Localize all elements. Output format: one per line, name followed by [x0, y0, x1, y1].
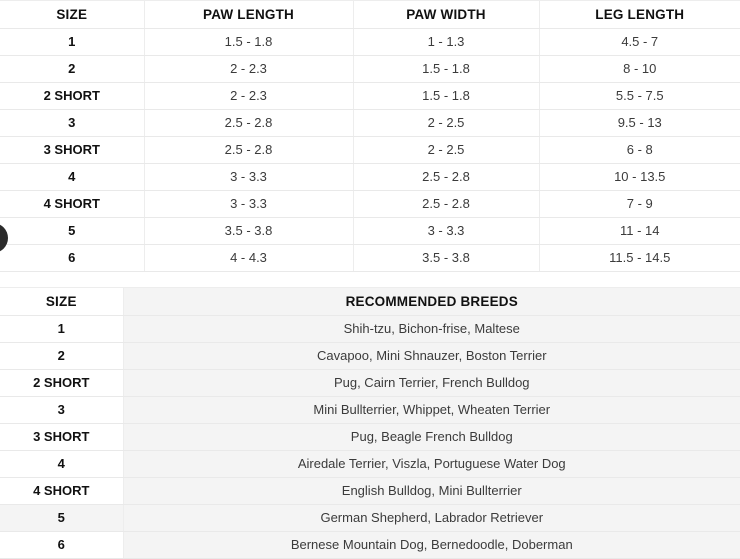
cell-paw-length: 4 - 4.3 — [144, 244, 354, 272]
cell-leg-length: 11 - 14 — [539, 217, 740, 245]
cell-size: 2 — [0, 55, 145, 83]
cell-leg-length: 7 - 9 — [539, 190, 740, 218]
cell-paw-length: 2.5 - 2.8 — [144, 136, 354, 164]
cell-size: 1 — [0, 28, 145, 56]
table-row: 2 SHORT Pug, Cairn Terrier, French Bulldo… — [0, 369, 740, 397]
cell-recommended-breeds: Shih-tzu, Bichon-frise, Maltese — [123, 315, 740, 343]
table-header-row: SIZE RECOMMENDED BREEDS — [0, 287, 740, 316]
cell-leg-length: 9.5 - 13 — [539, 109, 740, 137]
cell-paw-width: 1.5 - 1.8 — [353, 82, 540, 110]
cell-leg-length: 11.5 - 14.5 — [539, 244, 740, 272]
cell-size: 1 — [0, 315, 124, 343]
cell-paw-width: 1 - 1.3 — [353, 28, 540, 56]
cell-size: 3 — [0, 109, 145, 137]
cell-leg-length: 5.5 - 7.5 — [539, 82, 740, 110]
cell-recommended-breeds: Pug, Cairn Terrier, French Bulldog — [123, 369, 740, 397]
column-header-leg-length: LEG LENGTH — [539, 0, 740, 29]
table-row: 5 German Shepherd, Labrador Retriever — [0, 504, 740, 532]
column-header-size: SIZE — [0, 0, 145, 29]
cell-leg-length: 6 - 8 — [539, 136, 740, 164]
cell-size: 4 SHORT — [0, 190, 145, 218]
cell-paw-width: 1.5 - 1.8 — [353, 55, 540, 83]
cell-recommended-breeds: Pug, Beagle French Bulldog — [123, 423, 740, 451]
cell-size: 5 — [0, 504, 124, 532]
cell-paw-length: 2 - 2.3 — [144, 55, 354, 83]
cell-paw-length: 2.5 - 2.8 — [144, 109, 354, 137]
cell-size: 5 — [0, 217, 145, 245]
breeds-header-row: SIZE RECOMMENDED BREEDS — [0, 287, 740, 316]
table-row: 4 SHORT 3 - 3.3 2.5 - 2.8 7 - 9 — [0, 190, 740, 218]
measurements-header-row: SIZE PAW LENGTH PAW WIDTH LEG LENGTH — [0, 0, 740, 29]
paw-measurements-table: SIZE PAW LENGTH PAW WIDTH LEG LENGTH 1 1.… — [0, 0, 740, 272]
table-row: 3 Mini Bullterrier, Whippet, Wheaten Terr… — [0, 396, 740, 424]
cell-size: 3 — [0, 396, 124, 424]
cell-paw-length: 3 - 3.3 — [144, 163, 354, 191]
table-row: 4 SHORT English Bulldog, Mini Bullterrier — [0, 477, 740, 505]
cell-leg-length: 10 - 13.5 — [539, 163, 740, 191]
table-row: 3 SHORT Pug, Beagle French Bulldog — [0, 423, 740, 451]
cell-recommended-breeds: Mini Bullterrier, Whippet, Wheaten Terri… — [123, 396, 740, 424]
cell-paw-width: 2.5 - 2.8 — [353, 163, 540, 191]
column-header-size: SIZE — [0, 287, 124, 316]
table-row: 2 SHORT 2 - 2.3 1.5 - 1.8 5.5 - 7.5 — [0, 82, 740, 110]
cell-recommended-breeds: German Shepherd, Labrador Retriever — [123, 504, 740, 532]
cell-size: 2 SHORT — [0, 82, 145, 110]
cell-paw-length: 3.5 - 3.8 — [144, 217, 354, 245]
cell-leg-length: 4.5 - 7 — [539, 28, 740, 56]
cell-leg-length: 8 - 10 — [539, 55, 740, 83]
cell-size: 4 — [0, 163, 145, 191]
cell-paw-length: 3 - 3.3 — [144, 190, 354, 218]
cell-paw-width: 2.5 - 2.8 — [353, 190, 540, 218]
cell-size: 4 SHORT — [0, 477, 124, 505]
cell-size: 2 — [0, 342, 124, 370]
cell-size: 3 SHORT — [0, 423, 124, 451]
cell-paw-width: 2 - 2.5 — [353, 136, 540, 164]
cell-recommended-breeds: Cavapoo, Mini Shnauzer, Boston Terrier — [123, 342, 740, 370]
cell-size: 6 — [0, 244, 145, 272]
cell-paw-width: 2 - 2.5 — [353, 109, 540, 137]
column-header-breeds: RECOMMENDED BREEDS — [123, 287, 740, 316]
table-row: 4 Airedale Terrier, Viszla, Portuguese Wa… — [0, 450, 740, 478]
cell-recommended-breeds: Bernese Mountain Dog, Bernedoodle, Dober… — [123, 531, 740, 559]
table-row: 2 Cavapoo, Mini Shnauzer, Boston Terrier — [0, 342, 740, 370]
cell-paw-length: 1.5 - 1.8 — [144, 28, 354, 56]
cell-size: 4 — [0, 450, 124, 478]
cell-paw-length: 2 - 2.3 — [144, 82, 354, 110]
recommended-breeds-table: SIZE RECOMMENDED BREEDS 1 Shih-tzu, Bicho… — [0, 287, 740, 559]
table-row: 1 1.5 - 1.8 1 - 1.3 4.5 - 7 — [0, 28, 740, 56]
cell-recommended-breeds: English Bulldog, Mini Bullterrier — [123, 477, 740, 505]
cell-paw-width: 3 - 3.3 — [353, 217, 540, 245]
table-row: 6 Bernese Mountain Dog, Bernedoodle, Dobe… — [0, 531, 740, 559]
column-header-paw-width: PAW WIDTH — [353, 0, 540, 29]
table-row: 5 3.5 - 3.8 3 - 3.3 11 - 14 — [0, 217, 740, 245]
cell-size: 2 SHORT — [0, 369, 124, 397]
table-row: 3 SHORT 2.5 - 2.8 2 - 2.5 6 - 8 — [0, 136, 740, 164]
table-row: 1 Shih-tzu, Bichon-frise, Maltese — [0, 315, 740, 343]
cell-paw-width: 3.5 - 3.8 — [353, 244, 540, 272]
table-row: 3 2.5 - 2.8 2 - 2.5 9.5 - 13 — [0, 109, 740, 137]
column-header-paw-length: PAW LENGTH — [144, 0, 354, 29]
breeds-body: 1 Shih-tzu, Bichon-frise, Maltese 2 Cavapoo… — [0, 315, 740, 559]
cell-size: 6 — [0, 531, 124, 559]
cell-recommended-breeds: Airedale Terrier, Viszla, Portuguese Wat… — [123, 450, 740, 478]
table-separator-gap — [0, 272, 740, 287]
table-header-row: SIZE PAW LENGTH PAW WIDTH LEG LENGTH — [0, 0, 740, 29]
cell-size: 3 SHORT — [0, 136, 145, 164]
